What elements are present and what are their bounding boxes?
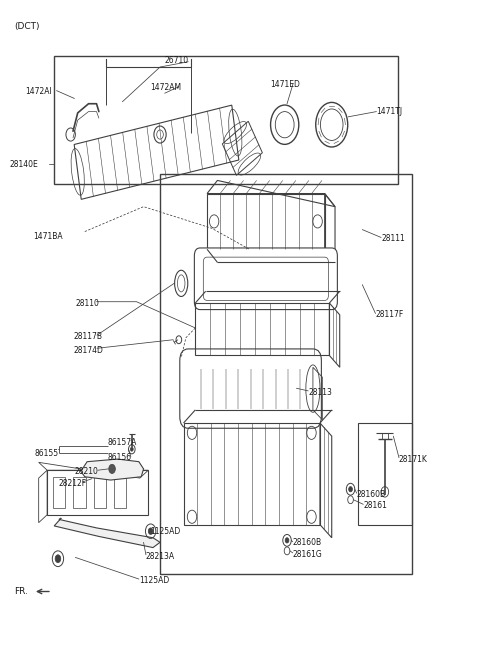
Text: 28171K: 28171K — [399, 455, 428, 464]
Text: (DCT): (DCT) — [14, 22, 40, 31]
Text: 28161: 28161 — [363, 501, 387, 510]
Polygon shape — [54, 518, 160, 547]
Text: 28110: 28110 — [75, 298, 99, 308]
Text: 28213A: 28213A — [146, 552, 175, 561]
Polygon shape — [80, 459, 144, 480]
Bar — [358, 423, 412, 524]
Text: 1471ED: 1471ED — [271, 80, 300, 88]
Bar — [94, 477, 106, 508]
Bar — [183, 423, 320, 524]
Text: 86157A: 86157A — [108, 438, 137, 446]
Text: 28174D: 28174D — [73, 346, 103, 355]
Text: 28210: 28210 — [74, 467, 98, 476]
Circle shape — [55, 555, 61, 563]
FancyBboxPatch shape — [194, 248, 337, 310]
Text: 28161G: 28161G — [293, 550, 323, 559]
Bar — [73, 477, 85, 508]
Text: 28113: 28113 — [308, 388, 332, 397]
Circle shape — [131, 448, 133, 451]
Text: 28117F: 28117F — [375, 310, 404, 319]
Text: 28212F: 28212F — [59, 479, 87, 488]
Text: 86156: 86156 — [108, 454, 132, 462]
Text: 26710: 26710 — [165, 56, 189, 65]
Text: 1125AD: 1125AD — [151, 527, 181, 536]
Bar — [195, 303, 329, 355]
Bar — [53, 477, 65, 508]
Text: 1472AI: 1472AI — [25, 87, 52, 96]
Text: 1125AD: 1125AD — [139, 576, 169, 585]
Bar — [160, 174, 412, 574]
Text: 86155: 86155 — [35, 449, 59, 458]
Text: 28111: 28111 — [381, 234, 405, 244]
Bar — [47, 470, 148, 515]
Bar — [114, 477, 126, 508]
Text: 28160B: 28160B — [357, 490, 386, 499]
Circle shape — [285, 538, 289, 543]
Text: 1471BA: 1471BA — [33, 231, 63, 241]
Bar — [54, 56, 397, 184]
Text: FR.: FR. — [14, 587, 28, 596]
Text: 28160B: 28160B — [293, 539, 322, 547]
Circle shape — [109, 464, 115, 474]
Circle shape — [348, 486, 352, 492]
Text: 28117B: 28117B — [73, 332, 102, 341]
Text: 28140E: 28140E — [10, 159, 38, 169]
Bar — [207, 193, 324, 250]
Text: 1471TJ: 1471TJ — [376, 107, 403, 116]
Text: 1472AM: 1472AM — [151, 84, 182, 92]
Circle shape — [148, 528, 153, 535]
